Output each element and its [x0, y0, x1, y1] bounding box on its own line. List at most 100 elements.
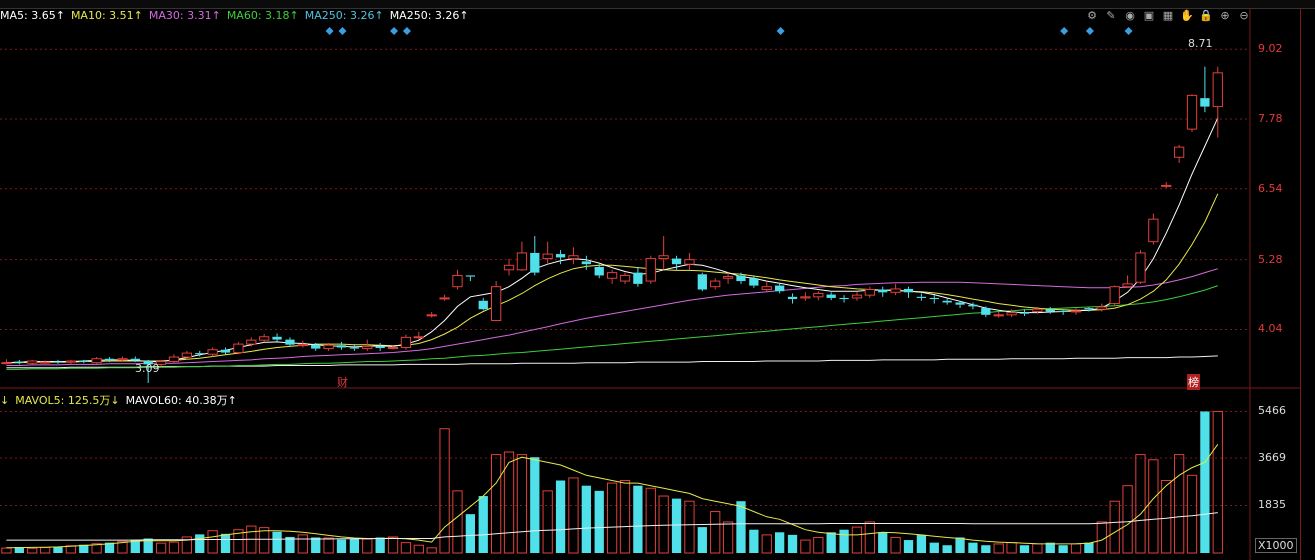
- event-diamond-icon: [1124, 27, 1133, 35]
- candle-body: [800, 296, 811, 299]
- volume-bar: [1148, 459, 1159, 554]
- settings-icon[interactable]: ⚙: [1087, 9, 1097, 22]
- top-tab-strip[interactable]: [0, 0, 1315, 9]
- volume-bar: [91, 543, 102, 554]
- candle-body: [942, 300, 952, 303]
- zoom-in-icon[interactable]: ⊕: [1220, 9, 1230, 22]
- candle-body: [1006, 312, 1017, 316]
- event-diamond-icon: [1060, 27, 1069, 35]
- volume-bar: [516, 454, 528, 554]
- candle-body: [452, 274, 463, 288]
- candle-body: [195, 353, 205, 355]
- volume-bar: [568, 477, 579, 554]
- grid-icon[interactable]: ▦: [1162, 9, 1174, 22]
- briefcase-icon[interactable]: ▣: [1143, 9, 1155, 22]
- candle-body: [542, 253, 553, 260]
- volume-bar: [555, 480, 566, 553]
- low-price-label: 3.09: [135, 362, 160, 375]
- brush-icon[interactable]: ✎: [1106, 9, 1116, 22]
- candle-body: [490, 286, 502, 321]
- volume-bar: [220, 533, 231, 553]
- candle-body: [1200, 98, 1210, 107]
- candle-body: [272, 336, 282, 340]
- candle-body: [530, 252, 540, 273]
- volume-bar: [826, 532, 836, 553]
- lock-icon[interactable]: 🔒: [1199, 9, 1213, 22]
- candle-body: [220, 349, 231, 353]
- candle-body: [516, 252, 528, 271]
- volume-bar: [1096, 521, 1107, 554]
- volume-bar: [259, 527, 270, 554]
- candle-body: [916, 296, 927, 298]
- volume-bar: [684, 500, 695, 554]
- mavol60-line: [6, 512, 1218, 541]
- volume-bar: [349, 538, 360, 553]
- candle-body: [478, 300, 488, 310]
- volume-bar: [272, 531, 282, 553]
- volume-bar: [890, 536, 901, 554]
- candle-body: [890, 288, 901, 293]
- volume-bar: [1019, 545, 1030, 553]
- candle-body: [117, 358, 128, 361]
- right-panel-edge: [1300, 9, 1315, 560]
- volume-bar: [155, 542, 167, 554]
- event-marker-bang[interactable]: 榜: [1187, 374, 1200, 390]
- candle-body: [671, 258, 682, 265]
- candle-body: [645, 258, 656, 282]
- volume-bar: [1058, 545, 1068, 553]
- candle-body: [259, 336, 270, 341]
- ma30-line: [6, 268, 1218, 366]
- candle-body: [568, 255, 579, 260]
- volume-bar: [619, 480, 631, 554]
- volume-bar: [761, 534, 772, 554]
- candle-body: [1070, 310, 1082, 313]
- volume-bar: [362, 538, 373, 554]
- volume-bar: [800, 539, 811, 554]
- candle-body: [581, 261, 591, 265]
- volume-bar: [1186, 474, 1198, 554]
- candle-body: [297, 344, 308, 347]
- volume-bar: [413, 544, 424, 554]
- candle-body: [104, 358, 115, 361]
- eye-icon[interactable]: ◉: [1125, 9, 1135, 22]
- volume-bar: [233, 529, 244, 554]
- candle-body: [1045, 309, 1055, 312]
- candle-body: [65, 360, 77, 363]
- candle-body: [606, 272, 618, 279]
- vol-legend-item-0: ↓: [0, 394, 10, 407]
- candle-body: [465, 275, 475, 277]
- candle-body: [1019, 312, 1030, 314]
- candle-body: [697, 274, 707, 290]
- event-marker-cai[interactable]: 财: [337, 376, 348, 389]
- ma10-line: [6, 193, 1219, 364]
- candle-body: [633, 272, 643, 284]
- zoom-out-icon[interactable]: ⊖: [1239, 9, 1249, 22]
- hand-icon[interactable]: ✋: [1180, 9, 1194, 22]
- candle-body: [503, 264, 515, 271]
- chart-toolbar: ⚙ ✎ ◉ ▣ ▦ ✋ 🔒 ⊕ ⊖: [1085, 9, 1251, 25]
- candle-body: [787, 296, 798, 300]
- volume-bar: [1173, 454, 1185, 554]
- volume-bar: [813, 536, 824, 554]
- candle-body: [53, 361, 63, 363]
- volume-bar: [697, 527, 707, 553]
- candle-body: [233, 343, 244, 354]
- candle-body: [775, 285, 785, 292]
- candle-body: [993, 314, 1004, 317]
- volume-bar: [929, 542, 939, 553]
- candle-body: [813, 292, 824, 298]
- candle-body: [594, 267, 604, 276]
- volume-bar: [968, 542, 978, 553]
- candle-body: [839, 297, 849, 300]
- candle-body: [684, 259, 695, 265]
- candle-body: [851, 294, 863, 299]
- volume-bar: [775, 532, 785, 553]
- candle-body: [362, 345, 373, 350]
- candle-body: [155, 361, 167, 365]
- ma-legend-item-1: MA10: 3.51↑: [70, 9, 143, 22]
- candle-body: [1212, 72, 1223, 108]
- candle-body: [955, 302, 965, 305]
- volume-bar: [594, 490, 604, 553]
- volume-bar: [387, 536, 399, 554]
